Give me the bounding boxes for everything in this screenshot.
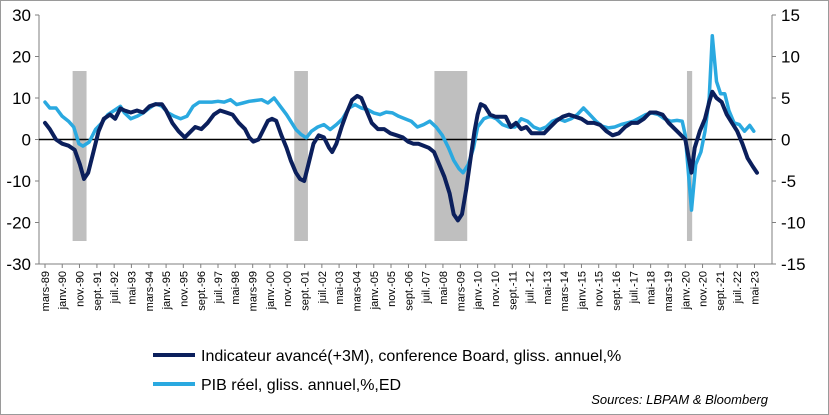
x-tick-label: juil.-92 xyxy=(109,271,121,304)
x-tick-label: mai-13 xyxy=(542,271,554,305)
x-tick-label: janv.-95 xyxy=(161,271,173,310)
x-tick-label: janv.-05 xyxy=(369,271,381,310)
series-line-leading-indicator xyxy=(43,89,759,223)
left-y-tick-label: 10 xyxy=(12,89,31,108)
right-y-tick-label: 15 xyxy=(781,6,800,25)
x-tick-label: sept.-96 xyxy=(196,271,208,311)
x-tick-label: nov.-95 xyxy=(178,271,190,307)
x-tick-label: nov.-90 xyxy=(74,271,86,307)
right-y-ticks: 15 10 5 0 -5 -10 -15 xyxy=(772,6,806,274)
x-tick-label: janv.-10 xyxy=(473,271,485,310)
source-note: Sources: LBPAM & Bloomberg xyxy=(591,392,769,407)
x-tick-label: juil.-02 xyxy=(317,271,329,304)
recession-band-2 xyxy=(294,71,308,241)
right-y-tick-label: -10 xyxy=(781,214,806,233)
legend-label-gdp: PIB réel, gliss. annuel,%,ED xyxy=(201,377,401,394)
x-tick-label: sept.-91 xyxy=(92,271,104,311)
x-tick-label: sept.-06 xyxy=(403,271,415,311)
right-y-tick-label: -5 xyxy=(781,172,796,191)
x-tick-label: mai-23 xyxy=(749,271,761,305)
left-y-tick-label: 20 xyxy=(12,48,31,67)
left-y-ticks: 30 20 10 0 -10 -20 -30 xyxy=(6,6,39,274)
x-tick-label: mai-98 xyxy=(230,271,242,305)
recession-bands xyxy=(72,71,693,241)
x-tick-label: mars-94 xyxy=(144,271,156,311)
x-tick-label: sept.-21 xyxy=(715,271,727,311)
x-tick-label: sept.-16 xyxy=(611,271,623,311)
x-tick-label: mai-03 xyxy=(334,271,346,305)
x-tick-label: mars-14 xyxy=(559,271,571,311)
x-tick-label: mars-99 xyxy=(248,271,260,311)
x-tick-label: mars-04 xyxy=(352,271,364,311)
x-tick-label: mars-09 xyxy=(455,271,467,311)
x-tick-label: janv.-90 xyxy=(57,271,69,310)
x-tick-label: nov.-00 xyxy=(282,271,294,307)
right-y-tick-label: 10 xyxy=(781,48,800,67)
left-y-tick-label: -30 xyxy=(6,255,31,274)
x-tick-label: juil.-12 xyxy=(525,271,537,304)
x-tick-label: nov.-10 xyxy=(490,271,502,307)
x-tick-label: mars-19 xyxy=(663,271,675,311)
x-tick-label: sept.-11 xyxy=(507,271,519,310)
x-tick-label: nov.-05 xyxy=(386,271,398,307)
right-y-tick-label: -15 xyxy=(781,255,806,274)
x-tick-label: mai-08 xyxy=(438,271,450,305)
x-tick-label: sept.-01 xyxy=(300,271,312,311)
x-tick-label: janv.-15 xyxy=(576,271,588,310)
left-y-tick-label: -10 xyxy=(6,172,31,191)
x-tick-label: juil.-22 xyxy=(732,271,744,304)
x-tick-label: nov.-15 xyxy=(594,271,606,307)
x-tick-label: janv.-00 xyxy=(265,271,277,310)
right-y-tick-label: 5 xyxy=(781,89,790,108)
x-tick-label: nov.-20 xyxy=(698,271,710,307)
legend: Indicateur avancé(+3M), conference Board… xyxy=(153,348,621,394)
left-y-tick-label: 0 xyxy=(22,131,31,150)
x-tick-label: janv.-20 xyxy=(680,271,692,310)
x-tick-label: juil.-07 xyxy=(421,271,433,304)
x-tick-label: mai-18 xyxy=(646,271,658,305)
right-y-tick-label: 0 xyxy=(781,131,790,150)
x-tick-label: mai-93 xyxy=(126,271,138,305)
x-ticks: mars-89 janv.-90 nov.-90 sept.-91 juil.-92 ma… xyxy=(40,264,761,311)
series-line-gdp xyxy=(43,34,756,212)
legend-label-leading-indicator: Indicateur avancé(+3M), conference Board… xyxy=(201,348,621,365)
x-tick-label: juil.-17 xyxy=(628,271,640,304)
x-tick-label: mars-89 xyxy=(40,271,52,311)
left-y-tick-label: -20 xyxy=(6,214,31,233)
series xyxy=(43,34,759,223)
recession-band-1 xyxy=(72,71,87,241)
x-tick-label: juil.-97 xyxy=(213,271,225,304)
left-y-tick-label: 30 xyxy=(12,6,31,25)
